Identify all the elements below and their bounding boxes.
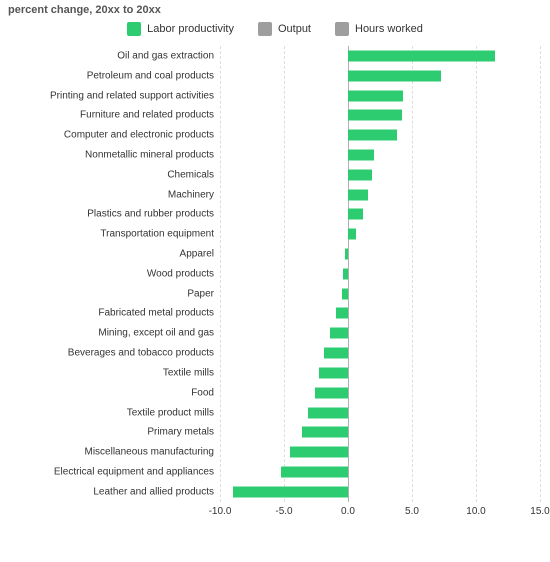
bar[interactable] [348,110,402,121]
category-label: Machinery [10,189,220,200]
chart-row: Transportation equipment [10,225,540,244]
bar[interactable] [342,288,348,299]
x-axis: -10.0-5.00.05.010.015.0 [10,502,540,526]
legend-item-output[interactable]: Output [258,22,311,36]
chart-row: Miscellaneous manufacturing [10,443,540,462]
legend-label: Output [278,23,311,35]
legend-label: Labor productivity [147,23,234,35]
x-tick-label: -5.0 [275,506,292,517]
chart-row: Chemicals [10,165,540,184]
category-label: Beverages and tobacco products [10,348,220,359]
chart-row: Textile product mills [10,403,540,422]
chart-row: Beverages and tobacco products [10,344,540,363]
x-tick-label: 5.0 [405,506,419,517]
category-label: Miscellaneous manufacturing [10,447,220,458]
bar[interactable] [348,229,356,240]
chart-row: Mining, except oil and gas [10,324,540,343]
chart-row: Wood products [10,264,540,283]
chart-row: Food [10,383,540,402]
plot-area: Oil and gas extraction Petroleum and coal… [10,46,540,526]
x-tick-label: -10.0 [209,506,232,517]
bar[interactable] [324,348,348,359]
category-label: Oil and gas extraction [10,50,220,61]
category-label: Mining, except oil and gas [10,328,220,339]
bar[interactable] [330,328,348,339]
bar[interactable] [348,70,441,81]
category-label: Computer and electronic products [10,130,220,141]
chart-row: Machinery [10,185,540,204]
chart-subtitle: percent change, 20xx to 20xx [0,0,550,16]
chart-row: Oil and gas extraction [10,46,540,65]
legend-label: Hours worked [355,23,423,35]
bar[interactable] [319,367,348,378]
category-label: Textile mills [10,367,220,378]
x-tick-label: 0.0 [341,506,355,517]
bar[interactable] [281,466,348,477]
category-label: Electrical equipment and appliances [10,466,220,477]
chart-row: Petroleum and coal products [10,66,540,85]
bar[interactable] [308,407,348,418]
category-label: Food [10,387,220,398]
category-label: Chemicals [10,169,220,180]
category-label: Plastics and rubber products [10,209,220,220]
chart-row: Furniture and related products [10,106,540,125]
category-label: Leather and allied products [10,486,220,497]
bar[interactable] [348,50,495,61]
chart-row: Electrical equipment and appliances [10,462,540,481]
chart-row: Computer and electronic products [10,126,540,145]
gridline [540,46,541,502]
legend-item-hours-worked[interactable]: Hours worked [335,22,423,36]
legend-swatch [127,22,141,36]
bar[interactable] [348,209,363,220]
category-label: Fabricated metal products [10,308,220,319]
chart-legend: Labor productivity Output Hours worked [0,16,550,40]
bar[interactable] [345,249,348,260]
chart-container: percent change, 20xx to 20xx Labor produ… [0,0,550,562]
bar[interactable] [290,447,348,458]
category-label: Textile product mills [10,407,220,418]
chart-row: Apparel [10,245,540,264]
bar[interactable] [348,90,403,101]
bar[interactable] [348,189,368,200]
bar[interactable] [348,169,372,180]
chart-row: Printing and related support activities [10,86,540,105]
category-label: Apparel [10,249,220,260]
category-label: Transportation equipment [10,229,220,240]
legend-item-labor-productivity[interactable]: Labor productivity [127,22,234,36]
category-label: Petroleum and coal products [10,70,220,81]
category-label: Paper [10,288,220,299]
bar[interactable] [302,427,348,438]
category-label: Furniture and related products [10,110,220,121]
category-label: Printing and related support activities [10,90,220,101]
category-label: Primary metals [10,427,220,438]
legend-swatch [335,22,349,36]
chart-row: Fabricated metal products [10,304,540,323]
chart-row: Leather and allied products [10,482,540,501]
chart-row: Nonmetallic mineral products [10,145,540,164]
bar[interactable] [315,387,348,398]
bar[interactable] [343,268,348,279]
category-label: Wood products [10,268,220,279]
rows-layer: Oil and gas extraction Petroleum and coal… [10,46,540,502]
x-tick-label: 15.0 [530,506,549,517]
bar[interactable] [336,308,348,319]
chart-row: Primary metals [10,423,540,442]
chart-row: Textile mills [10,363,540,382]
legend-swatch [258,22,272,36]
chart-row: Paper [10,284,540,303]
bar[interactable] [348,149,374,160]
bar[interactable] [348,130,397,141]
bar[interactable] [233,486,348,497]
category-label: Nonmetallic mineral products [10,149,220,160]
chart-row: Plastics and rubber products [10,205,540,224]
x-tick-label: 10.0 [466,506,485,517]
